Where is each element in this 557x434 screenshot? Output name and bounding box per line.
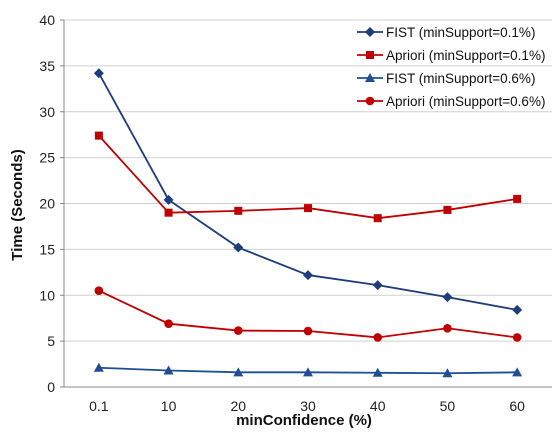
legend-item: Apriori (minSupport=0.6%): [357, 94, 545, 109]
y-tick-label: 40: [39, 12, 55, 28]
legend-item: FIST (minSupport=0.6%): [357, 71, 535, 86]
y-tick-label: 25: [39, 150, 55, 166]
y-tick-label: 5: [47, 333, 55, 349]
legend-label: Apriori (minSupport=0.6%): [386, 94, 545, 109]
x-tick-label: 0.1: [89, 398, 109, 414]
y-tick-label: 15: [39, 241, 55, 257]
legend-label: FIST (minSupport=0.6%): [386, 71, 535, 86]
data-point: [373, 214, 382, 223]
series-4: [94, 286, 522, 342]
legend-item: Apriori (minSupport=0.1%): [357, 48, 545, 63]
x-tick-label: 60: [509, 398, 525, 414]
legend-marker: [365, 96, 375, 106]
legend-label: FIST (minSupport=0.1%): [386, 25, 535, 40]
data-point: [233, 367, 244, 377]
data-point: [233, 242, 244, 253]
x-tick-label: 20: [230, 398, 246, 414]
data-point: [93, 362, 104, 372]
legend-item: FIST (minSupport=0.1%): [357, 25, 535, 40]
data-point: [443, 323, 452, 333]
x-tick-labels: 0.1 10 20 30 40 50 60: [89, 398, 525, 414]
data-point: [303, 326, 313, 336]
x-tick-label: 40: [370, 398, 386, 414]
x-tick-label: 30: [300, 398, 316, 414]
y-tick-label: 10: [39, 287, 55, 303]
data-point: [303, 270, 313, 281]
legend-marker: [365, 73, 375, 82]
y-tick-label: 20: [39, 196, 55, 212]
y-tick-label: 35: [39, 58, 55, 74]
legend-label: Apriori (minSupport=0.1%): [386, 48, 545, 63]
data-point: [373, 333, 383, 342]
data-point: [442, 368, 453, 378]
axes: [60, 19, 552, 388]
series-2: [94, 131, 522, 223]
x-tick-label: 50: [440, 398, 456, 414]
data-point: [442, 292, 453, 303]
y-axis-title: Time (Seconds): [9, 149, 26, 260]
data-point: [372, 367, 383, 377]
data-point: [163, 194, 174, 205]
legend: FIST (minSupport=0.1%) Apriori (minSuppor…: [357, 25, 545, 109]
data-point: [304, 204, 312, 213]
y-tick-label: 30: [39, 104, 55, 120]
series-1: [93, 68, 523, 315]
gridlines: [64, 19, 552, 342]
data-point: [164, 319, 173, 328]
y-tick-label: 0: [47, 379, 55, 395]
y-tick-labels: 0 5 10 15 20 25 30 35 40: [39, 12, 55, 395]
data-point: [443, 205, 452, 214]
data-point: [93, 68, 104, 79]
data-point: [512, 304, 523, 315]
x-axis-title: minConfidence (%): [236, 412, 372, 429]
series-layer: [93, 68, 523, 378]
data-point: [233, 326, 243, 335]
series-3: [93, 362, 523, 378]
data-point: [234, 206, 243, 215]
data-point: [512, 333, 522, 342]
data-point: [164, 208, 173, 217]
data-point: [513, 194, 522, 203]
data-point: [372, 280, 383, 291]
data-point: [94, 131, 103, 140]
x-tick-label: 10: [161, 398, 177, 414]
data-point: [512, 367, 523, 377]
data-point: [163, 365, 174, 375]
data-point: [303, 367, 313, 377]
legend-marker: [365, 27, 375, 37]
data-point: [94, 286, 104, 295]
legend-marker: [366, 51, 374, 59]
